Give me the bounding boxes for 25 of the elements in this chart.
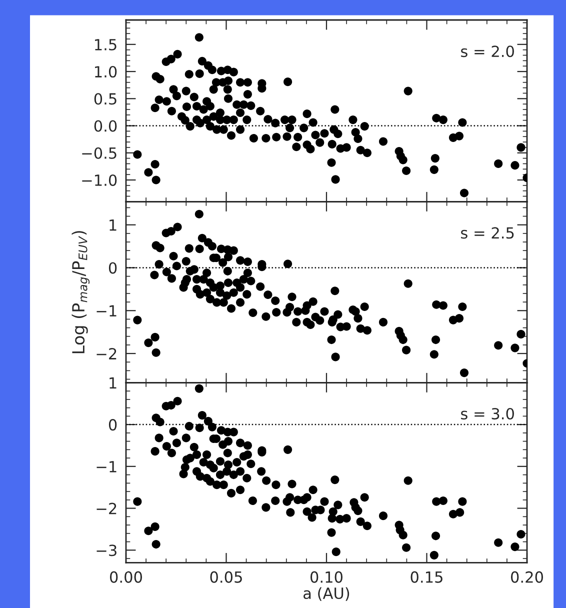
annotation: s = 2.0 [461,46,514,58]
y-tick-label: 1 [110,377,116,388]
y-tick-label: 1 [110,220,116,231]
y-tick-label: −2 [96,502,116,514]
annotation: s = 2.5 [461,227,514,239]
y-tick-label: −1 [96,305,116,316]
x-tick-label: 0.20 [511,571,543,583]
x-tick-label: 0.00 [110,571,142,583]
annotation: s = 3.0 [461,408,514,420]
x-tick-label: 0.15 [410,571,442,583]
y-tick-label: −2 [96,348,116,360]
y-tick-label: −0.5 [82,147,116,159]
x-axis-title: a (AU) [304,587,350,601]
y-tick-label: −3 [96,544,116,556]
y-axis-title: Log (P$_{mag}$/P$_{EUV}$) [72,231,90,354]
y-tick-label: 1.0 [95,66,117,78]
x-tick-label: 0.05 [210,571,242,583]
y-tick-label: 0 [108,262,117,274]
y-tick-label: 0.5 [94,93,116,105]
y-tick-label: 0 [108,419,117,431]
y-tick-label: −1.0 [82,174,117,186]
y-tick-label: 0.0 [94,120,117,132]
x-tick-label: 0.10 [310,571,342,583]
y-tick-label: 1.5 [95,39,116,50]
y-tick-label: −1 [96,461,116,472]
